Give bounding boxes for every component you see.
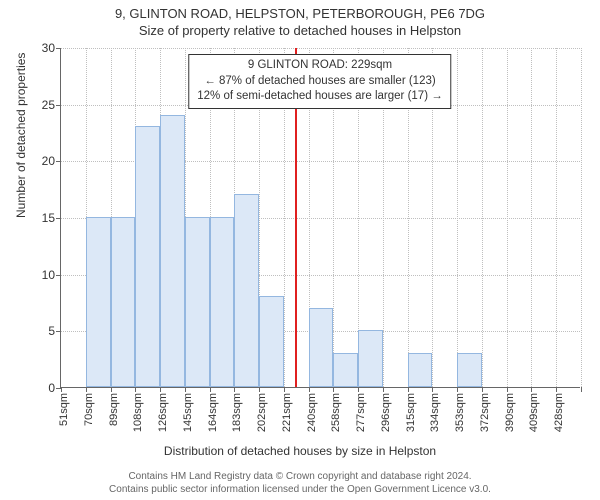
xtick-label: 258sqm	[330, 393, 342, 432]
footer: Contains HM Land Registry data © Crown c…	[0, 470, 600, 496]
xtick-label: 51sqm	[58, 393, 70, 426]
histogram-bar	[111, 217, 136, 387]
ytick-mark	[56, 331, 61, 332]
gridline-v	[507, 48, 508, 387]
plot-area: 05101520253051sqm70sqm89sqm108sqm126sqm1…	[60, 48, 580, 388]
xtick-label: 315sqm	[405, 393, 417, 432]
y-axis-label: Number of detached properties	[14, 53, 28, 218]
histogram-bar	[210, 217, 235, 387]
gridline-v	[581, 48, 582, 387]
xtick-label: 240sqm	[306, 393, 318, 432]
xtick-label: 409sqm	[528, 393, 540, 432]
xtick-mark	[408, 387, 409, 392]
ytick-mark	[56, 48, 61, 49]
gridline-v	[457, 48, 458, 387]
xtick-mark	[581, 387, 582, 392]
ytick-label: 15	[42, 211, 55, 225]
xtick-mark	[333, 387, 334, 392]
xtick-mark	[556, 387, 557, 392]
histogram-bar	[457, 353, 482, 387]
x-axis-label: Distribution of detached houses by size …	[0, 444, 600, 458]
ytick-label: 30	[42, 41, 55, 55]
footer-line-2: Contains public sector information licen…	[0, 483, 600, 496]
title-block: 9, GLINTON ROAD, HELPSTON, PETERBOROUGH,…	[0, 0, 600, 40]
gridline-h	[61, 48, 580, 49]
ytick-label: 0	[48, 381, 55, 395]
xtick-label: 428sqm	[553, 393, 565, 432]
xtick-mark	[309, 387, 310, 392]
xtick-mark	[135, 387, 136, 392]
gridline-v	[531, 48, 532, 387]
xtick-mark	[358, 387, 359, 392]
xtick-mark	[507, 387, 508, 392]
histogram-bar	[358, 330, 383, 387]
xtick-mark	[185, 387, 186, 392]
histogram-bar	[408, 353, 433, 387]
histogram-bar	[234, 194, 259, 387]
xtick-label: 277sqm	[355, 393, 367, 432]
ytick-label: 20	[42, 154, 55, 168]
xtick-label: 202sqm	[256, 393, 268, 432]
xtick-label: 334sqm	[429, 393, 441, 432]
xtick-label: 183sqm	[231, 393, 243, 432]
xtick-label: 296sqm	[380, 393, 392, 432]
xtick-label: 372sqm	[479, 393, 491, 432]
xtick-mark	[160, 387, 161, 392]
xtick-label: 89sqm	[108, 393, 120, 426]
ytick-mark	[56, 105, 61, 106]
gridline-v	[556, 48, 557, 387]
xtick-mark	[457, 387, 458, 392]
ytick-label: 10	[42, 268, 55, 282]
title-address: 9, GLINTON ROAD, HELPSTON, PETERBOROUGH,…	[0, 6, 600, 23]
annotation-line-1: 9 GLINTON ROAD: 229sqm	[197, 58, 442, 74]
ytick-mark	[56, 275, 61, 276]
annotation-box: 9 GLINTON ROAD: 229sqm ← 87% of detached…	[188, 54, 451, 109]
xtick-mark	[531, 387, 532, 392]
xtick-mark	[482, 387, 483, 392]
chart-container: 9, GLINTON ROAD, HELPSTON, PETERBOROUGH,…	[0, 0, 600, 500]
xtick-label: 221sqm	[281, 393, 293, 432]
histogram-bar	[86, 217, 111, 387]
xtick-label: 390sqm	[504, 393, 516, 432]
histogram-bar	[309, 308, 334, 387]
footer-line-1: Contains HM Land Registry data © Crown c…	[0, 470, 600, 483]
histogram-bar	[185, 217, 210, 387]
xtick-mark	[284, 387, 285, 392]
xtick-mark	[86, 387, 87, 392]
ytick-mark	[56, 218, 61, 219]
xtick-mark	[61, 387, 62, 392]
xtick-label: 108sqm	[132, 393, 144, 432]
xtick-label: 353sqm	[454, 393, 466, 432]
xtick-label: 70sqm	[83, 393, 95, 426]
xtick-label: 126sqm	[157, 393, 169, 432]
title-subtitle: Size of property relative to detached ho…	[0, 23, 600, 40]
xtick-mark	[259, 387, 260, 392]
histogram-bar	[259, 296, 284, 387]
histogram-bar	[160, 115, 185, 387]
xtick-label: 145sqm	[182, 393, 194, 432]
xtick-mark	[432, 387, 433, 392]
xtick-label: 164sqm	[207, 393, 219, 432]
xtick-mark	[210, 387, 211, 392]
annotation-line-3: 12% of semi-detached houses are larger (…	[197, 89, 442, 105]
annotation-line-2: ← 87% of detached houses are smaller (12…	[197, 74, 442, 90]
xtick-mark	[111, 387, 112, 392]
ytick-label: 5	[48, 324, 55, 338]
gridline-v	[482, 48, 483, 387]
xtick-mark	[234, 387, 235, 392]
histogram-bar	[333, 353, 358, 387]
xtick-mark	[383, 387, 384, 392]
ytick-mark	[56, 161, 61, 162]
histogram-bar	[135, 126, 160, 387]
ytick-label: 25	[42, 98, 55, 112]
